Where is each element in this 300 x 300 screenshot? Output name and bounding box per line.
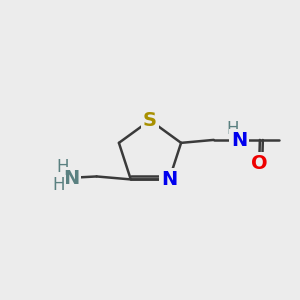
Text: O: O — [251, 154, 268, 172]
Text: H: H — [52, 176, 64, 194]
Text: N: N — [231, 131, 247, 150]
Text: N: N — [161, 170, 177, 189]
Text: S: S — [143, 111, 157, 130]
Text: N: N — [63, 169, 80, 188]
Text: H: H — [57, 158, 69, 175]
Text: H: H — [227, 120, 239, 138]
